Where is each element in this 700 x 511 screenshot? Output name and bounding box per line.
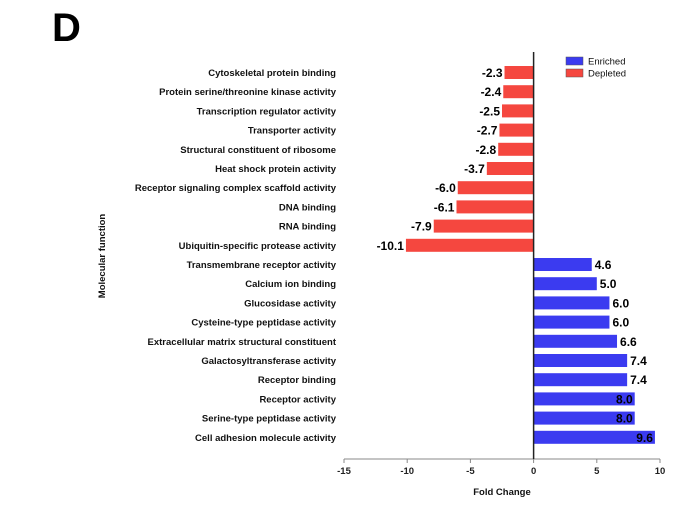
x-tick-label: 0 (531, 466, 536, 477)
data-label: 8.0 (616, 392, 633, 406)
category-label: DNA binding (279, 202, 336, 213)
y-axis-title: Molecular function (97, 214, 108, 299)
data-label: 8.0 (616, 412, 633, 426)
category-label: Receptor signaling complex scaffold acti… (135, 183, 337, 194)
data-label: -6.0 (435, 181, 456, 195)
bar (486, 162, 534, 175)
category-label: Cytoskeletal protein binding (208, 68, 336, 79)
data-label: 5.0 (600, 277, 617, 291)
category-label: Cysteine-type peptidase activity (191, 318, 336, 329)
category-label: Serine-type peptidase activity (202, 414, 337, 425)
category-label: Extracellular matrix structural constitu… (148, 337, 337, 348)
data-label: 7.4 (630, 373, 647, 387)
panel-letter: D (52, 6, 81, 50)
bar (405, 238, 534, 252)
bar (533, 430, 655, 444)
category-label: Receptor binding (258, 375, 336, 386)
bar (456, 200, 534, 214)
bar (503, 85, 534, 99)
data-label: -2.8 (476, 143, 497, 157)
data-label: -10.1 (377, 239, 405, 253)
legend-swatch (565, 68, 584, 78)
bar (533, 392, 635, 406)
legend-swatch (565, 56, 584, 66)
bar (533, 277, 597, 291)
bar (533, 373, 628, 387)
x-tick-label: -10 (400, 466, 414, 477)
category-label: Transporter activity (248, 126, 337, 137)
data-label: -2.7 (477, 124, 498, 138)
data-label: -2.3 (482, 66, 503, 80)
x-tick-label: 5 (594, 466, 600, 477)
category-label: RNA binding (279, 222, 336, 233)
bar (533, 258, 592, 271)
category-label: Cell adhesion molecule activity (195, 433, 337, 444)
bar (498, 142, 534, 156)
bar (433, 219, 534, 233)
data-label: 9.6 (636, 431, 653, 445)
legend-label: Depleted (588, 69, 626, 80)
data-label: -2.5 (479, 104, 500, 118)
category-label: Glucosidase activity (244, 298, 337, 309)
category-label: Ubiquitin-specific protease activity (179, 241, 337, 252)
bar (533, 315, 610, 329)
category-label: Transcription regulator activity (197, 106, 337, 117)
data-label: 4.6 (595, 258, 612, 272)
data-label: -7.9 (411, 220, 432, 234)
data-label: -6.1 (434, 200, 455, 214)
legend-label: Enriched (588, 57, 626, 68)
data-label: -3.7 (464, 162, 485, 176)
category-label: Receptor activity (259, 394, 336, 405)
bar (533, 411, 635, 425)
category-label: Heat shock protein activity (215, 164, 337, 175)
data-label: 7.4 (630, 354, 647, 368)
bar (533, 354, 628, 367)
bar (499, 123, 534, 137)
x-tick-label: -5 (466, 466, 475, 477)
category-label: Galactosyltransferase activity (201, 356, 336, 367)
data-label: -2.4 (481, 85, 502, 99)
category-label: Protein serine/threonine kinase activity (159, 87, 337, 98)
bar (457, 181, 534, 195)
x-tick-label: 10 (655, 466, 666, 477)
bar (533, 334, 618, 348)
bar (533, 296, 610, 310)
bar (502, 104, 534, 118)
data-label: 6.0 (612, 316, 629, 330)
bar (504, 66, 534, 79)
data-label: 6.0 (612, 296, 629, 310)
category-label: Structural constituent of ribosome (180, 145, 336, 156)
category-label: Calcium ion binding (245, 279, 336, 290)
data-label: 6.6 (620, 335, 637, 349)
x-tick-label: -15 (337, 466, 351, 477)
x-axis-title: Fold Change (473, 487, 531, 498)
category-label: Transmembrane receptor activity (187, 260, 337, 271)
